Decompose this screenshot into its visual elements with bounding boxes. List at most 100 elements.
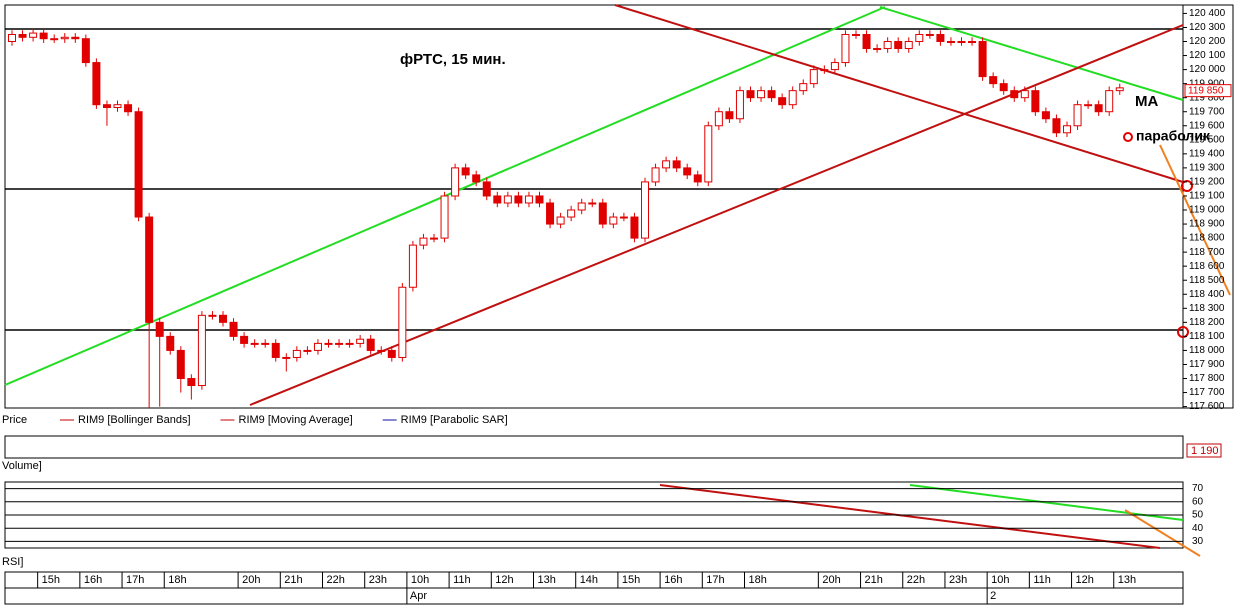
candle-body — [630, 216, 639, 239]
candle-body — [50, 38, 59, 41]
candle-body — [915, 33, 924, 43]
candle-body — [1105, 90, 1114, 113]
legend-title: Price — [2, 414, 27, 426]
candle-body — [989, 76, 998, 85]
trend-line — [659, 484, 1161, 549]
y-tick-label: 50 — [1192, 510, 1204, 521]
y-tick-label: 120 400 — [1189, 8, 1226, 19]
candle-body — [556, 216, 565, 225]
y-tick-label: 118 000 — [1189, 345, 1225, 356]
x-tick-label: 21h — [865, 574, 883, 586]
candle-body — [155, 321, 164, 337]
x-tick-label: 11h — [453, 574, 471, 586]
candle-body — [1031, 90, 1040, 113]
candle-body — [894, 41, 903, 50]
candle-body — [271, 342, 280, 358]
candle-body — [250, 342, 259, 345]
candle-body — [303, 349, 312, 352]
candles — [8, 28, 1124, 408]
y-tick-label: 118 300 — [1189, 303, 1225, 314]
candle-body — [830, 62, 839, 71]
y-tick-label: 118 100 — [1189, 331, 1225, 342]
candle-body — [999, 83, 1008, 92]
candle-body — [292, 349, 301, 358]
candle-body — [493, 195, 502, 204]
legend-label: RIM9 [Parabolic SAR] — [401, 414, 508, 426]
candle-body — [398, 286, 407, 358]
candle-body — [1020, 90, 1029, 99]
candle-body — [567, 209, 576, 218]
y-tick-label: 118 500 — [1189, 275, 1225, 286]
y-tick-label: 119 300 — [1189, 163, 1225, 174]
candle-body — [430, 237, 438, 240]
candle-body — [873, 48, 882, 51]
marker — [1181, 180, 1193, 192]
candle-body — [662, 160, 671, 169]
trend-line — [614, 4, 1184, 183]
y-tick-label: 118 600 — [1189, 261, 1225, 272]
candle-body — [978, 41, 987, 78]
candle-body — [609, 216, 618, 225]
candle-body — [39, 32, 48, 40]
y-tick-label: 119 900 — [1189, 78, 1225, 89]
candle-body — [936, 33, 945, 43]
candle-body — [883, 41, 892, 50]
x-tick-label: 14h — [580, 574, 598, 586]
price-axis — [1182, 4, 1234, 409]
y-tick-label: 119 800 — [1189, 92, 1225, 103]
candle-body — [1010, 90, 1019, 99]
candle-body — [535, 195, 544, 204]
x-tick-label: 16h — [664, 574, 682, 586]
trend-line — [1124, 509, 1201, 557]
candle-body — [408, 244, 417, 288]
candle-body — [71, 36, 80, 40]
y-tick-label: 120 200 — [1189, 36, 1226, 47]
trend-line — [909, 484, 1184, 521]
candle-body — [176, 349, 185, 380]
x-tick-label: 12h — [1076, 574, 1094, 586]
candle-body — [672, 160, 681, 169]
candle-body — [197, 314, 206, 387]
candle-body — [335, 342, 344, 345]
y-tick-label: 60 — [1192, 496, 1204, 507]
candle-body — [324, 342, 333, 345]
candle-body — [946, 41, 955, 44]
x-tick-label: 13h — [538, 574, 556, 586]
candle-body — [1084, 104, 1093, 107]
y-tick-label: 120 300 — [1189, 22, 1226, 33]
x-tick-label: 17h — [706, 574, 724, 586]
candle-body — [1115, 87, 1124, 92]
x-tick-label: 22h — [907, 574, 925, 586]
rsi-drawn-lines — [659, 484, 1201, 557]
panel-label: Volume] — [2, 460, 42, 472]
candle-body — [651, 167, 660, 183]
candle-body — [18, 33, 27, 38]
candle-body — [345, 342, 354, 345]
candle-body — [313, 342, 322, 351]
volume-value-box — [1186, 443, 1222, 458]
candle-body — [683, 167, 692, 176]
y-tick-label: 117 800 — [1189, 373, 1225, 384]
candle-body — [166, 335, 175, 351]
candle-body — [799, 83, 808, 92]
candle-body — [841, 33, 850, 64]
x-tick-label: 10h — [991, 574, 1009, 586]
y-tick-label: 119 600 — [1189, 120, 1225, 131]
candle-body — [862, 33, 871, 50]
panel-label: RSI] — [2, 556, 23, 568]
candle-body — [134, 111, 143, 218]
candle-body — [809, 69, 818, 85]
candle-body — [124, 104, 133, 113]
candle-body — [524, 195, 533, 204]
candle-body — [208, 314, 217, 317]
candle-body — [419, 237, 428, 246]
x-tick-label: 18h — [749, 574, 767, 586]
candle-body — [735, 90, 744, 120]
candle-body — [598, 202, 607, 225]
candle-body — [377, 349, 386, 352]
candle-body — [8, 33, 16, 43]
candle-body — [81, 38, 90, 64]
y-tick-label: 117 900 — [1189, 359, 1225, 370]
trend-line — [1159, 144, 1231, 296]
y-tick-label: 118 200 — [1189, 317, 1225, 328]
